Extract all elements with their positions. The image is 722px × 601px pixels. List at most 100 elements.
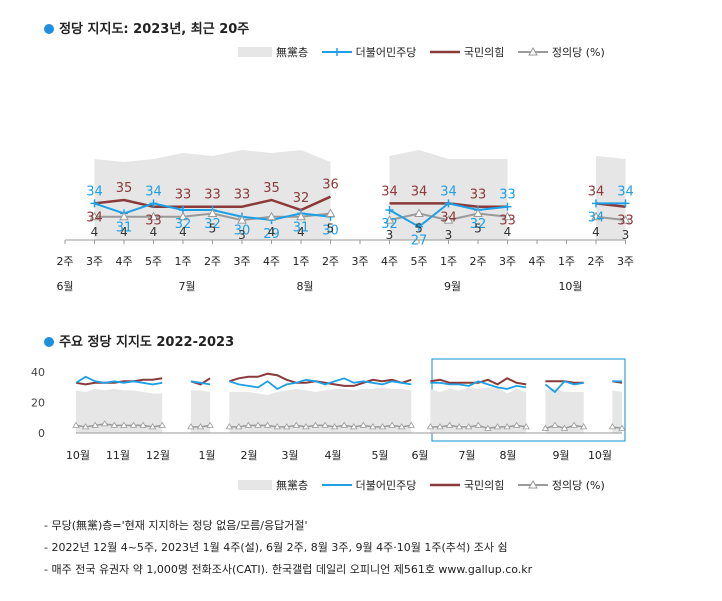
justice-marker <box>384 215 395 224</box>
week-tick-label: 2주 <box>322 255 339 268</box>
dem-value-label: 27 <box>411 234 428 249</box>
justice-marker <box>464 423 473 430</box>
ppp-value-label: 33 <box>175 188 192 203</box>
justice-marker <box>443 215 454 224</box>
justice-value-label: 4 <box>592 225 600 239</box>
dem-line <box>229 377 412 390</box>
justice-marker <box>81 423 90 430</box>
justice-marker <box>72 421 80 428</box>
legend-item-dem: 더불어민주당 <box>321 44 416 60</box>
justice-marker <box>502 211 513 221</box>
week-tick-label: 2주 <box>587 255 604 268</box>
justice-marker <box>158 421 166 428</box>
y-tick-label: 20 <box>31 397 45 410</box>
month-label: 8월 <box>296 280 313 293</box>
justice-marker <box>100 420 109 427</box>
justice-marker <box>445 421 454 428</box>
legend-label: 정의당 (%) <box>551 46 605 59</box>
justice-marker <box>178 211 188 221</box>
none-party-area <box>545 387 584 433</box>
dem-line <box>190 380 211 386</box>
justice-value-label: 5 <box>209 222 217 236</box>
legend-justice-line-icon <box>517 480 548 489</box>
dem-value-label: 29 <box>263 227 280 242</box>
justice-marker <box>551 421 559 428</box>
month-label: 1월 <box>198 449 215 462</box>
week-tick-label: 1주 <box>440 255 457 268</box>
legend-item-justice: 정의당 (%) <box>517 477 605 493</box>
legend-label: 더불어민주당 <box>355 479 417 492</box>
legend-dem-line-icon <box>321 484 352 486</box>
ppp-value-label: 32 <box>293 191 310 206</box>
ppp-value-label: 33 <box>145 214 162 229</box>
footnote-1: - 무당(無黨)층='현재 지지하는 정당 없음/모름/응답거절' <box>44 519 308 532</box>
justice-marker <box>541 424 550 431</box>
justice-marker <box>455 423 463 430</box>
justice-marker <box>512 421 521 428</box>
justice-marker <box>196 423 205 430</box>
week-tick-label: 3주 <box>233 255 250 268</box>
ppp-value-label: 33 <box>499 214 516 229</box>
dem-value-label: 31 <box>116 220 133 235</box>
month-label: 8월 <box>499 449 516 462</box>
justice-marker <box>620 215 631 224</box>
month-label: 5월 <box>371 449 388 462</box>
month-label: 3월 <box>281 449 298 462</box>
dem-line <box>75 375 163 386</box>
legend-label: 無黨층 <box>276 46 309 59</box>
justice-marker <box>522 423 530 430</box>
justice-marker <box>311 421 320 428</box>
title-bullet-icon <box>44 337 54 347</box>
y-tick-label: 40 <box>31 366 45 379</box>
month-label: 4월 <box>324 449 341 462</box>
none-party-area <box>229 387 412 433</box>
justice-marker <box>330 423 339 430</box>
justice-marker <box>407 421 416 428</box>
week-tick-label: 2주 <box>204 255 221 268</box>
dem-line <box>430 380 527 390</box>
justice-marker <box>187 423 195 430</box>
justice-marker <box>237 215 247 224</box>
dem-value-label: 34 <box>440 184 457 199</box>
chart2-title: 주요 정당 지지도 2022-2023 <box>59 335 235 350</box>
chart2-legend: 無黨층 더불어민주당 국민의힘 정의당 (%) <box>228 477 605 493</box>
justice-value-label: 4 <box>120 225 128 239</box>
justice-marker <box>426 423 435 430</box>
justice-marker <box>120 421 128 428</box>
justice-value-label: 3 <box>622 228 630 242</box>
justice-value-label: 4 <box>504 225 512 239</box>
justice-marker <box>119 211 129 221</box>
justice-marker <box>388 421 396 428</box>
justice-marker <box>570 421 578 428</box>
month-label: 6월 <box>411 449 428 462</box>
none-party-area <box>430 387 527 433</box>
justice-marker <box>148 423 157 430</box>
ppp-value-label: 34 <box>588 184 605 199</box>
justice-marker <box>148 211 159 221</box>
month-label: 7월 <box>178 280 195 293</box>
justice-marker <box>503 423 511 430</box>
month-label: 7월 <box>458 449 475 462</box>
ppp-value-label: 34 <box>86 210 103 225</box>
justice-marker <box>350 423 358 430</box>
legend-item-ppp: 국민의힘 <box>429 44 504 60</box>
justice-marker <box>359 421 368 428</box>
justice-marker <box>369 423 377 430</box>
justice-line <box>595 215 626 222</box>
week-tick-label: 1주 <box>292 255 309 268</box>
justice-marker <box>378 423 387 430</box>
ppp-value-label: 33 <box>617 214 634 229</box>
justice-marker <box>296 211 306 221</box>
chart2-header: 주요 정당 지지도 2022-2023 <box>44 331 234 350</box>
ppp-value-label: 36 <box>322 178 339 193</box>
legend-item-none: 無黨층 <box>238 44 308 60</box>
justice-value-label: 5 <box>415 222 423 236</box>
ppp-line <box>430 377 527 386</box>
justice-marker <box>244 421 253 428</box>
week-tick-label: 3주 <box>617 255 634 268</box>
footnote-2: - 2022년 12월 4~5주, 2023년 1월 4주(설), 6월 2주,… <box>44 541 508 554</box>
dem-value-label: 34 <box>86 184 103 199</box>
week-tick-label: 4주 <box>263 255 280 268</box>
justice-marker <box>473 208 483 217</box>
justice-marker <box>618 424 626 431</box>
